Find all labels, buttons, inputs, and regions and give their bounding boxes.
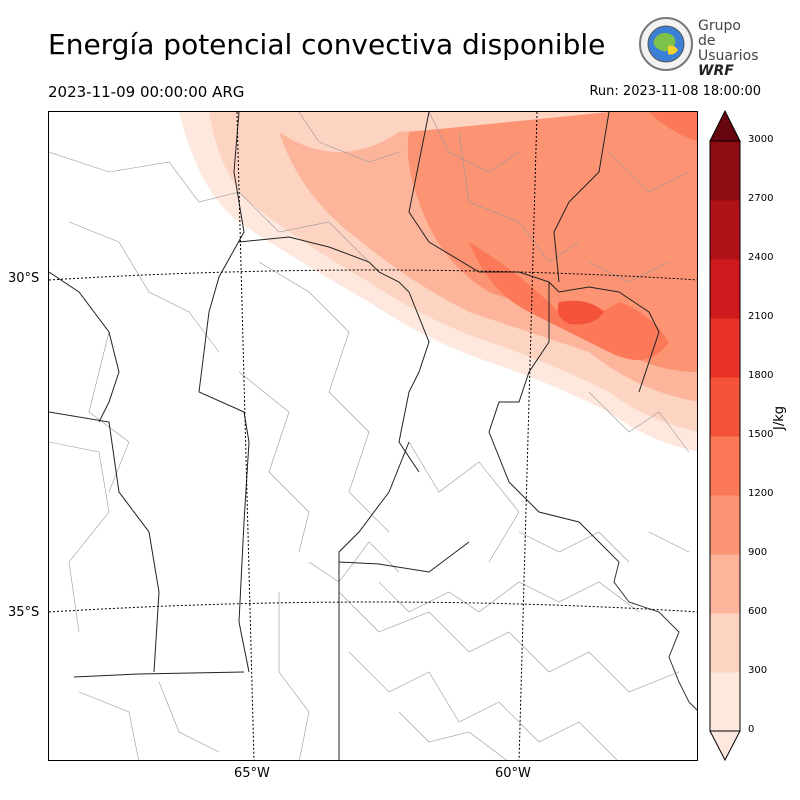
colorbar-tick-label: 300 [748,665,768,676]
colorbar-tick-label: 2400 [748,252,774,263]
logo-line2: Usuarios [698,48,759,64]
colorbar-segment [710,495,740,555]
logo-line1: Grupo de [698,18,741,49]
coastline [608,551,697,711]
lon-label-60w: 60°W [495,766,531,781]
colorbar [709,109,741,762]
colorbar-tick-label: 1800 [748,370,774,381]
logo-line3: WRF [698,63,734,79]
colorbar-tick-label: 3000 [748,134,774,145]
lat-label-35s: 35°S [8,605,40,620]
colorbar-tick-label: 1200 [748,488,774,499]
province-boundaries [49,112,660,760]
graticule [49,112,697,760]
colorbar-segment [710,318,740,378]
colorbar-segment [710,554,740,614]
colorbar-unit: J/kg [772,406,787,430]
globe-icon [639,17,693,71]
colorbar-tick-label: 900 [748,547,768,558]
colorbar-tick-label: 0 [748,724,755,735]
cape-field [179,112,697,452]
department-boundaries [49,112,690,760]
map-canvas [49,112,697,760]
colorbar-segment [710,436,740,496]
colorbar-tick-label: 1500 [748,429,774,440]
lat-label-30s: 30°S [8,271,40,286]
colorbar-segment [710,141,740,201]
colorbar-extend-max [709,109,741,142]
wrf-logo: Grupo de Usuarios WRF [638,16,759,79]
colorbar-segments [709,109,741,762]
colorbar-tick-label: 600 [748,606,768,617]
colorbar-outline [709,140,741,732]
colorbar-segment [710,200,740,260]
map-title: Energía potencial convectiva disponible [48,28,606,61]
colorbar-segment [710,672,740,732]
colorbar-tick-label: 2700 [748,193,774,204]
cape-map [48,111,698,761]
colorbar-segment [710,377,740,437]
colorbar-tick-label: 2100 [748,311,774,322]
lon-label-65w: 65°W [234,766,270,781]
valid-time: 2023-11-09 00:00:00 ARG [48,83,245,101]
colorbar-segment [710,259,740,319]
colorbar-extend-min [709,730,741,762]
run-time: Run: 2023-11-08 18:00:00 [589,84,761,99]
colorbar-segment [710,613,740,673]
